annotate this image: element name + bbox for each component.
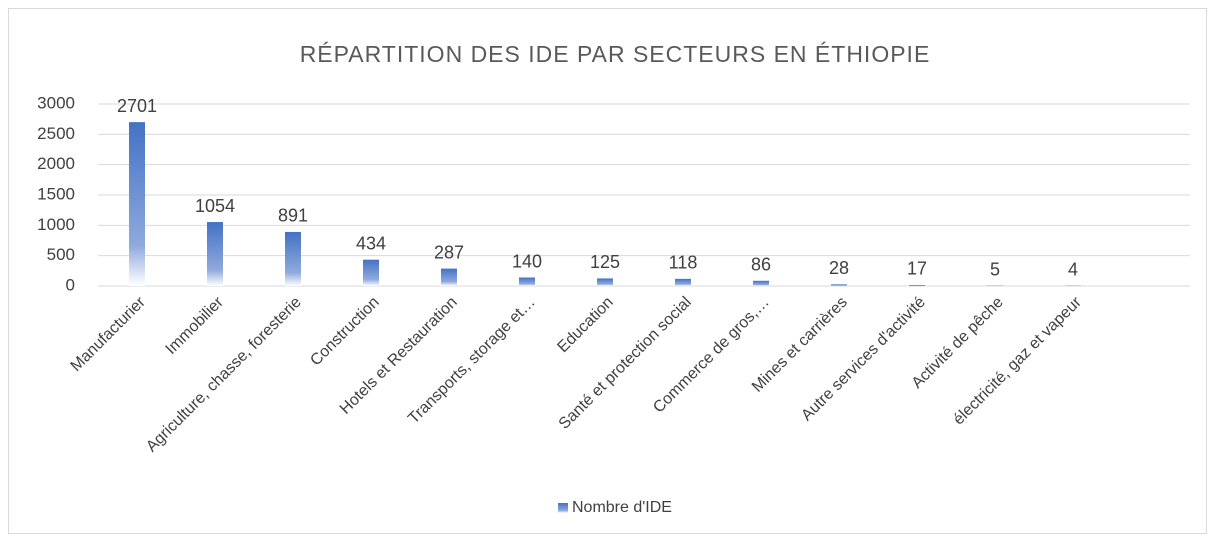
data-label: 4 <box>1068 260 1078 280</box>
chart-title: RÉPARTITION DES IDE PAR SECTEURS EN ÉTHI… <box>300 41 931 67</box>
bar <box>285 231 301 286</box>
bar <box>519 277 535 286</box>
y-tick-label: 2000 <box>37 154 75 173</box>
data-label: 434 <box>356 233 386 253</box>
bar <box>129 122 145 286</box>
bar <box>753 280 769 286</box>
data-label: 891 <box>278 206 308 226</box>
bar <box>675 278 691 286</box>
bar <box>441 268 457 286</box>
bar <box>831 284 847 286</box>
bar <box>207 222 223 286</box>
data-label: 28 <box>829 258 849 278</box>
y-tick-label: 1000 <box>37 215 75 234</box>
data-label: 287 <box>434 242 464 262</box>
bar <box>597 278 613 286</box>
data-label: 1054 <box>195 196 235 216</box>
y-tick-label: 1500 <box>37 184 75 203</box>
y-tick-label: 2500 <box>37 124 75 143</box>
y-tick-label: 3000 <box>37 93 75 112</box>
y-tick-label: 500 <box>47 245 75 264</box>
y-tick-label: 0 <box>66 275 75 294</box>
legend-label: Nombre d'IDE <box>572 499 672 516</box>
data-label: 125 <box>590 252 620 272</box>
bar <box>909 284 925 286</box>
data-label: 118 <box>669 253 698 273</box>
bar <box>363 259 379 286</box>
data-label: 5 <box>990 259 1000 279</box>
data-label: 17 <box>907 259 927 279</box>
data-label: 140 <box>512 251 542 271</box>
data-label: 2701 <box>117 96 157 116</box>
legend-swatch <box>558 503 568 513</box>
data-label: 86 <box>751 255 771 275</box>
